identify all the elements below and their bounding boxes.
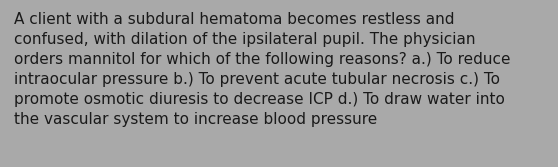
- Text: A client with a subdural hematoma becomes restless and
confused, with dilation o: A client with a subdural hematoma become…: [14, 12, 511, 127]
